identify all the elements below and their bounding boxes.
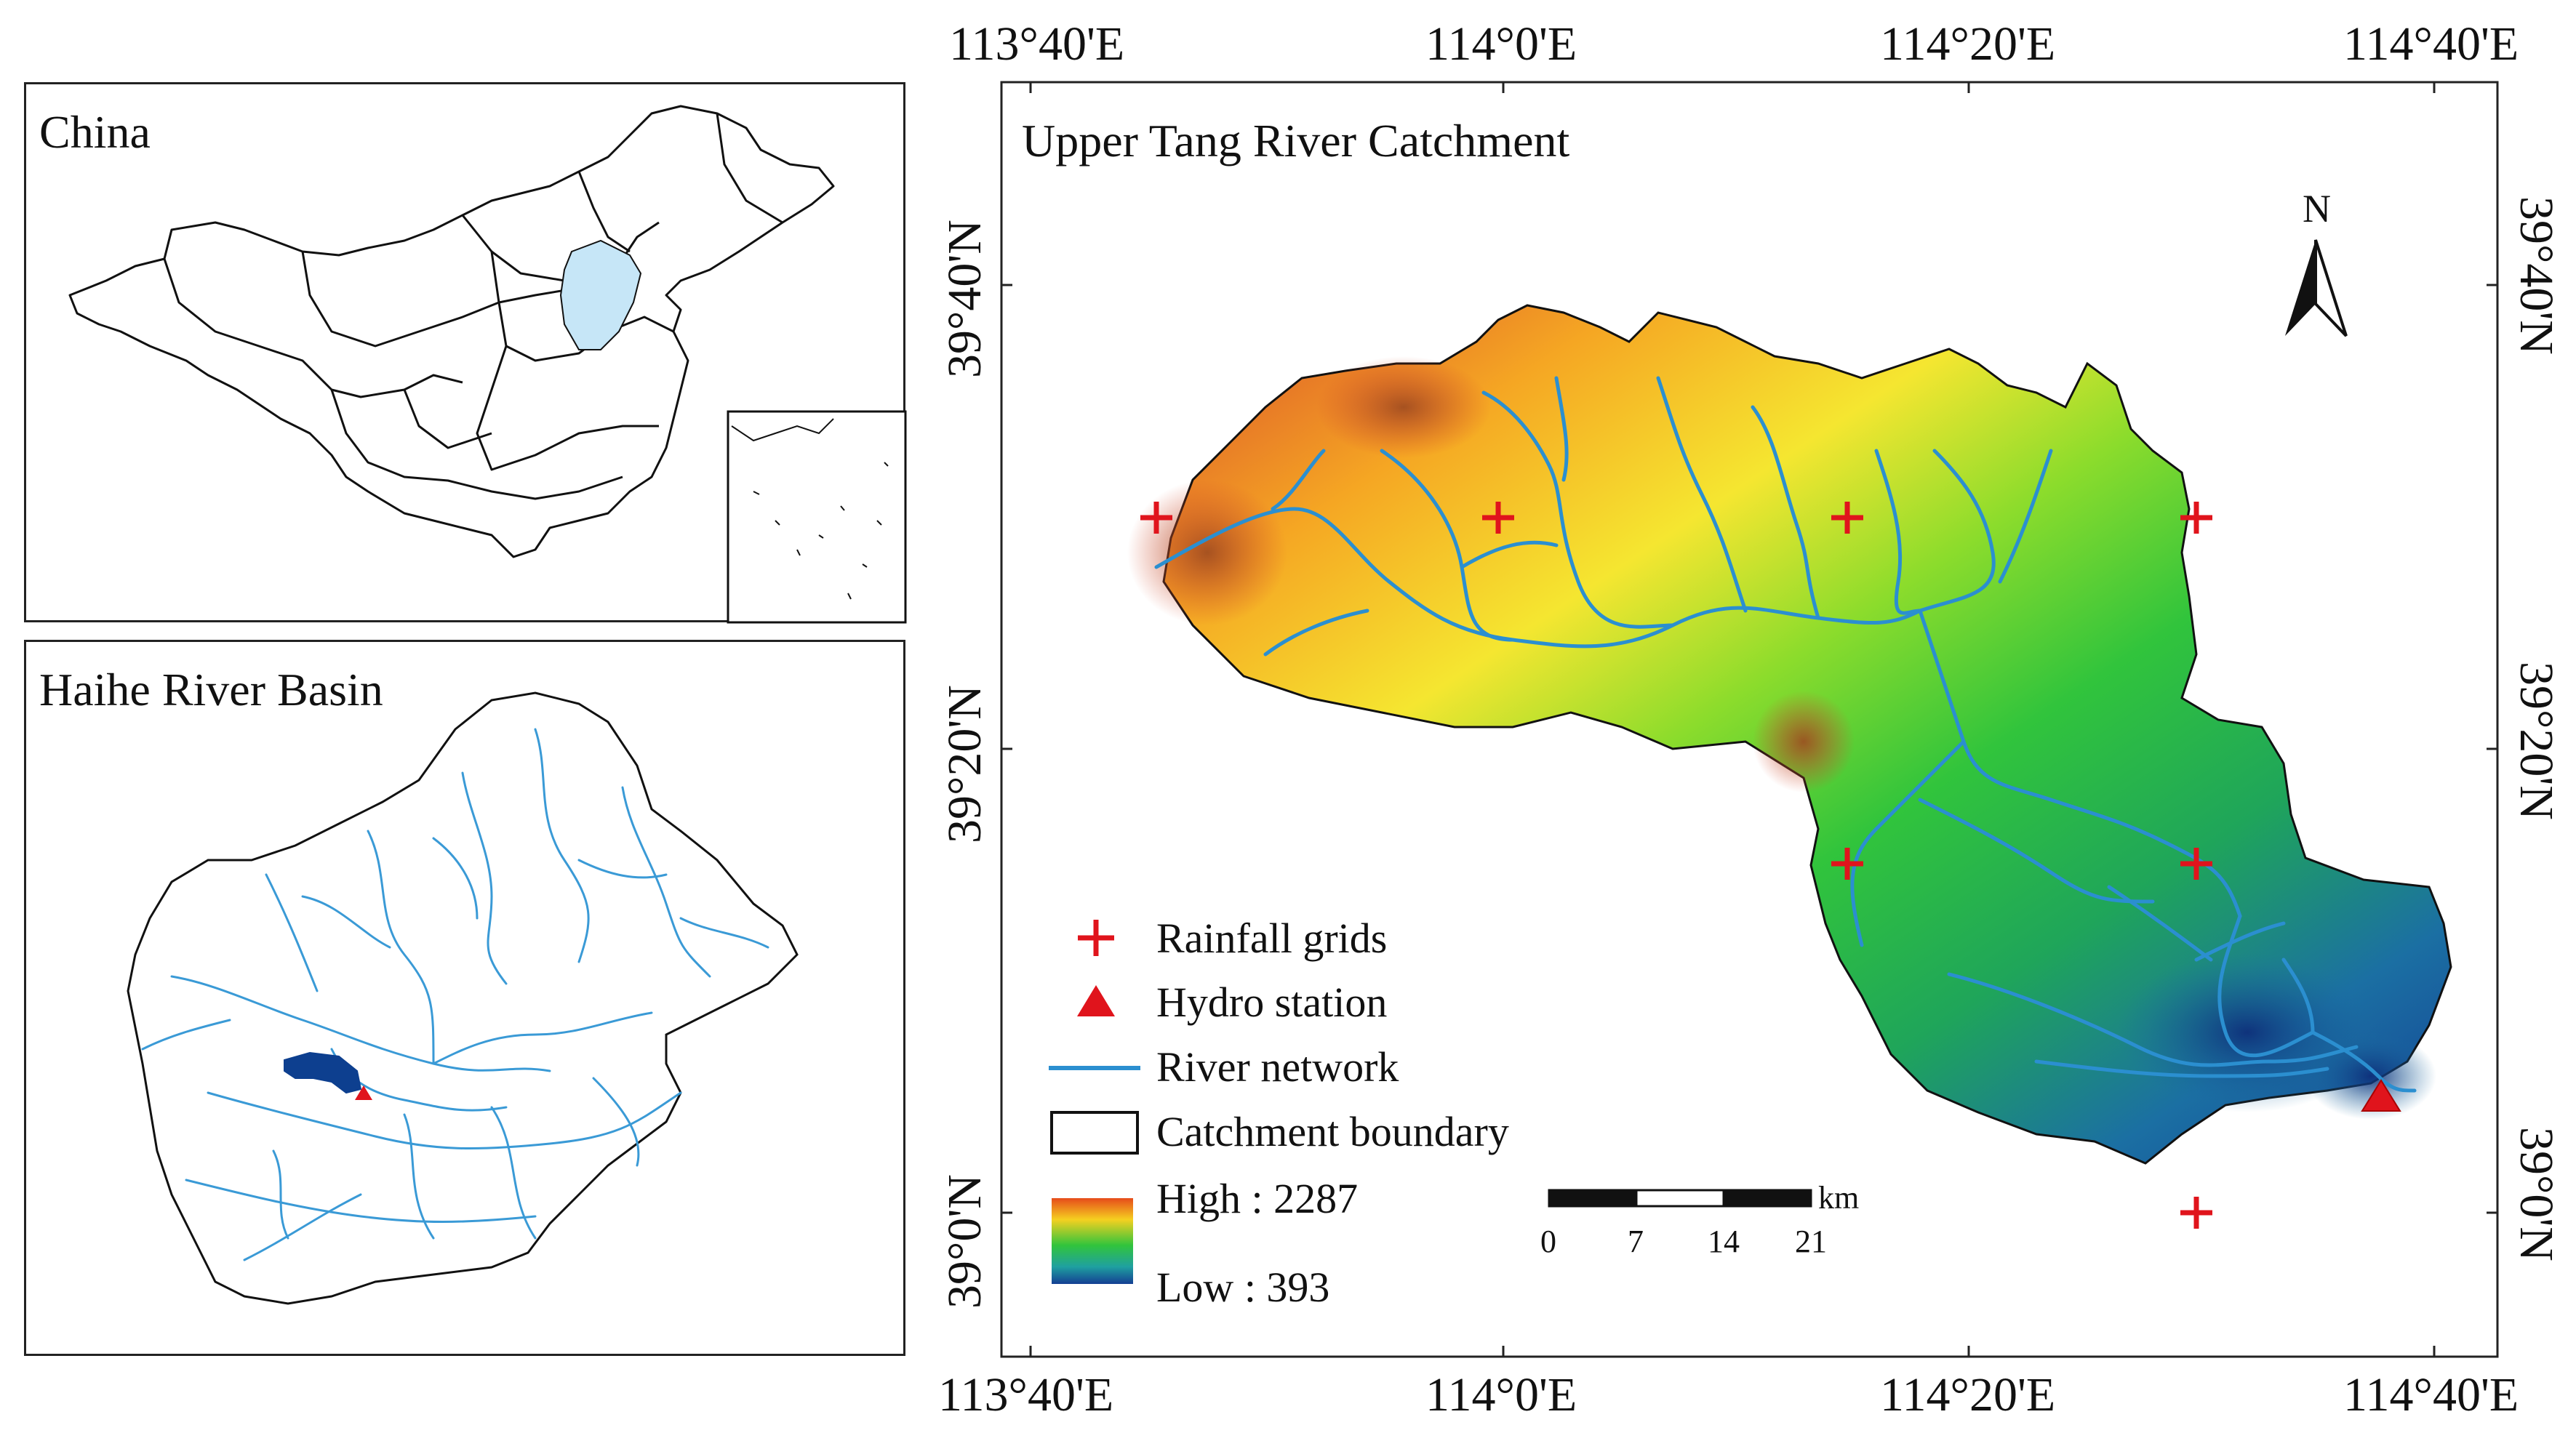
legend: Rainfall grids Hydro station River netwo… xyxy=(1049,915,1509,1311)
legend-rainfall-symbol xyxy=(1078,920,1114,956)
scale-label: 0 xyxy=(1540,1224,1556,1259)
legend-rainfall-label: Rainfall grids xyxy=(1156,915,1387,962)
right-tick-label: 39°0'N xyxy=(2510,1127,2563,1261)
left-tick-label: 39°40'N xyxy=(938,220,991,378)
scale-label: 7 xyxy=(1628,1224,1644,1259)
haihe-basin-map xyxy=(127,691,799,1305)
china-province-line xyxy=(403,389,492,449)
legend-high-label: High : 2287 xyxy=(1156,1175,1358,1222)
china-map xyxy=(68,105,907,624)
rainfall-grid-marker xyxy=(2180,1197,2212,1229)
south-china-sea-inset-frame xyxy=(727,410,907,624)
upper-tang-catchment-highlight xyxy=(284,1051,362,1094)
south-china-sea-coastline xyxy=(731,418,834,442)
main-map-title: Upper Tang River Catchment xyxy=(1022,115,1569,166)
rainfall-grid-marker xyxy=(1140,502,1172,534)
china-province-line xyxy=(476,345,659,471)
bottom-tick-label: 114°0'E xyxy=(1425,1368,1577,1421)
china-outline xyxy=(68,105,835,558)
china-inset-title: China xyxy=(39,106,151,158)
rainfall-grid-marker xyxy=(1482,502,1514,534)
north-label: N xyxy=(2303,187,2331,230)
rainfall-grid-marker xyxy=(2180,502,2212,534)
top-tick-label: 114°20'E xyxy=(1880,17,2055,71)
rainfall-grid-marker xyxy=(1831,502,1863,534)
china-province-line xyxy=(301,251,580,348)
china-inset-panel: China xyxy=(24,82,907,624)
china-province-line xyxy=(490,251,674,362)
scale-label: 14 xyxy=(1708,1224,1740,1259)
haihe-inset-panel: Haihe River Basin xyxy=(24,640,905,1356)
bottom-tick-label: 113°40'E xyxy=(938,1368,1113,1421)
bottom-tick-label: 114°40'E xyxy=(2343,1368,2519,1421)
legend-river-label: River network xyxy=(1156,1043,1399,1091)
legend-low-label: Low : 393 xyxy=(1156,1264,1329,1311)
haihe-basin-outline xyxy=(127,691,799,1305)
haihe-basin-highlight xyxy=(559,239,642,350)
china-province-line xyxy=(163,258,463,398)
haihe-inset-title: Haihe River Basin xyxy=(39,664,383,715)
scale-label: 21 xyxy=(1795,1224,1827,1259)
left-tick-label: 39°0'N xyxy=(938,1174,991,1309)
top-tick-label: 113°40'E xyxy=(949,17,1124,71)
china-province-line xyxy=(577,171,631,253)
haihe-hydro-station-icon xyxy=(355,1085,372,1100)
legend-boundary-symbol xyxy=(1050,1111,1139,1155)
north-arrow-icon: N xyxy=(2285,187,2348,337)
legend-elevation-ramp xyxy=(1052,1198,1133,1284)
right-tick-label: 39°40'N xyxy=(2510,196,2563,355)
right-tick-label: 39°20'N xyxy=(2510,662,2563,820)
top-tick-label: 114°0'E xyxy=(1425,17,1577,71)
rainfall-grid-marker xyxy=(1831,848,1863,880)
scale-bar: 0 7 14 21 km xyxy=(1540,1180,1859,1259)
rainfall-grids xyxy=(1140,502,2212,1229)
hydro-station-icon xyxy=(2361,1079,2401,1112)
rainfall-grid-marker xyxy=(2180,848,2212,880)
china-province-line xyxy=(716,113,783,224)
left-tick-label: 39°20'N xyxy=(938,685,991,843)
legend-hydro-label: Hydro station xyxy=(1156,979,1387,1026)
china-province-line xyxy=(330,389,623,500)
top-tick-label: 114°40'E xyxy=(2343,17,2519,71)
scale-unit: km xyxy=(1818,1180,1859,1216)
legend-boundary-label: Catchment boundary xyxy=(1156,1108,1509,1155)
legend-hydro-symbol xyxy=(1077,985,1115,1016)
bottom-tick-label: 114°20'E xyxy=(1880,1368,2055,1421)
